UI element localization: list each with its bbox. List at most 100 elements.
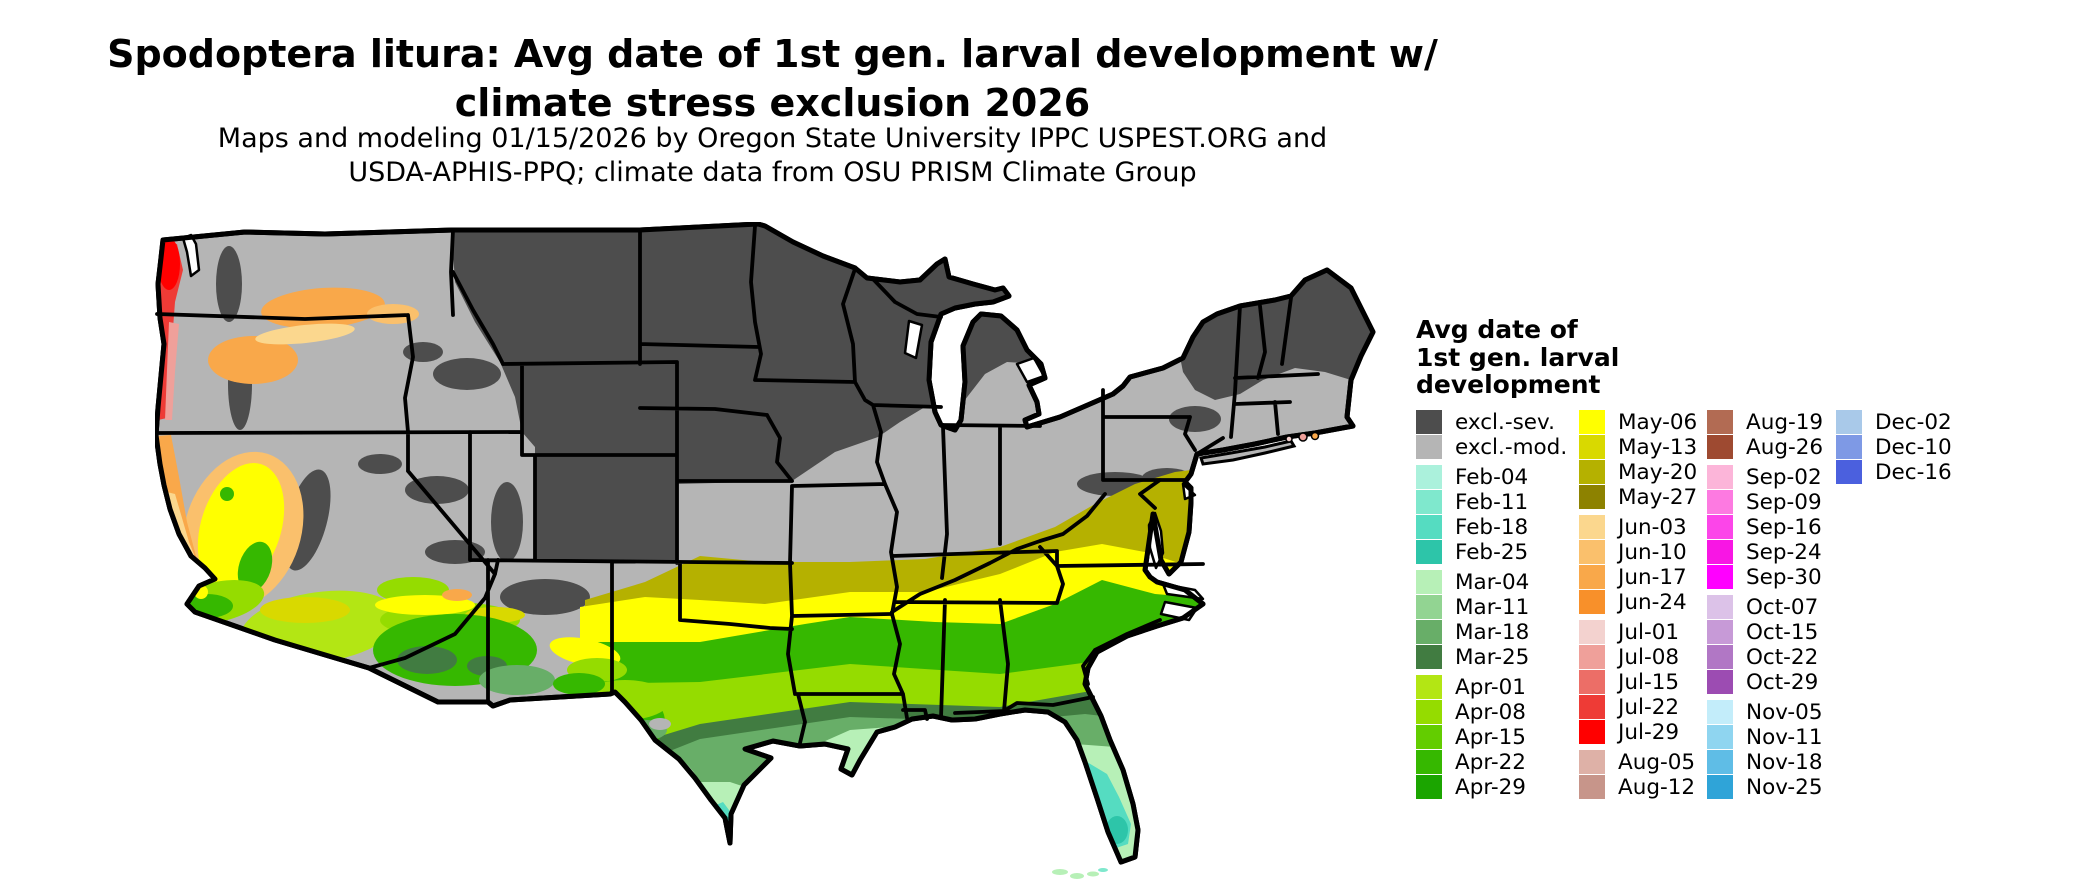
legend-label: Jul-01 xyxy=(1618,619,1680,645)
legend-swatch xyxy=(1416,620,1442,644)
legend-swatch xyxy=(1416,435,1442,459)
legend-label: Jun-10 xyxy=(1618,539,1687,565)
legend-item: Oct-29 xyxy=(1707,670,1823,695)
legend-swatch xyxy=(1579,540,1605,564)
patch-east-oregon-orange xyxy=(208,336,298,384)
legend-swatch xyxy=(1579,720,1605,744)
legend-swatch xyxy=(1416,675,1442,699)
legend-swatch xyxy=(1416,540,1442,564)
legend-item: Jun-24 xyxy=(1579,590,1697,615)
legend-swatch xyxy=(1707,565,1733,589)
legend-label: Apr-08 xyxy=(1455,699,1526,725)
legend-swatch xyxy=(1707,700,1733,724)
legend-swatch xyxy=(1707,775,1733,799)
legend-item: Nov-11 xyxy=(1707,725,1823,750)
patch-nevada-2 xyxy=(358,454,402,474)
legend-item: Feb-18 xyxy=(1416,515,1567,540)
patch-idaho-1 xyxy=(433,358,501,390)
legend-item: Mar-18 xyxy=(1416,620,1567,645)
legend-item: Jun-17 xyxy=(1579,565,1697,590)
patch-new-mexico-green xyxy=(553,673,605,695)
legend-label: Jul-08 xyxy=(1618,644,1680,670)
patch-utah-east xyxy=(491,482,523,562)
legend-swatch xyxy=(1416,490,1442,514)
legend-item: Mar-04 xyxy=(1416,570,1567,595)
florida-keys-1 xyxy=(1052,869,1068,875)
legend-item: Mar-25 xyxy=(1416,645,1567,670)
legend-swatch xyxy=(1579,775,1605,799)
legend-label: Nov-05 xyxy=(1746,699,1823,725)
legend-swatch xyxy=(1579,670,1605,694)
patch-nevada-1 xyxy=(405,476,469,504)
legend-label: Sep-09 xyxy=(1746,489,1822,515)
florida-keys-2 xyxy=(1070,873,1084,879)
legend-item: Sep-02 xyxy=(1707,465,1823,490)
legend-label: excl.-mod. xyxy=(1455,434,1568,460)
legend-swatch xyxy=(1416,465,1442,489)
legend-label: Jun-17 xyxy=(1618,564,1687,590)
legend-label: Feb-04 xyxy=(1455,464,1529,490)
patch-central-valley-green-dot xyxy=(220,487,234,501)
strip-oregon-pink xyxy=(165,322,179,420)
legend-label: Apr-15 xyxy=(1455,724,1526,750)
legend-item: Jul-15 xyxy=(1579,670,1697,695)
legend-item: Sep-24 xyxy=(1707,540,1823,565)
legend-swatch xyxy=(1579,515,1605,539)
patch-catskills xyxy=(1169,406,1221,432)
legend-swatch xyxy=(1836,460,1862,484)
patch-davis-mountains-gray xyxy=(649,718,671,730)
legend-label: Sep-30 xyxy=(1746,564,1822,590)
legend-swatch xyxy=(1707,435,1733,459)
us-map-svg xyxy=(153,222,1410,879)
legend-label: Apr-29 xyxy=(1455,774,1526,800)
legend-swatch xyxy=(1707,490,1733,514)
patch-columbia-salmon xyxy=(255,323,355,345)
patch-new-mexico-north xyxy=(500,579,590,615)
legend-label: Mar-11 xyxy=(1455,594,1530,620)
legend-item: Feb-25 xyxy=(1416,540,1567,565)
legend-label: Aug-05 xyxy=(1618,749,1696,775)
florida-keys-4 xyxy=(1098,868,1108,872)
legend-item: Oct-15 xyxy=(1707,620,1823,645)
legend-swatch xyxy=(1416,725,1442,749)
strip-central-coast-salmon xyxy=(167,492,201,574)
legend-item: Feb-04 xyxy=(1416,465,1567,490)
legend-swatch xyxy=(1579,485,1605,509)
legend-item: May-06 xyxy=(1579,410,1697,435)
legend-item: Apr-01 xyxy=(1416,675,1567,700)
legend-item: Dec-16 xyxy=(1836,460,1952,485)
legend-swatch xyxy=(1707,595,1733,619)
legend-swatch xyxy=(1416,700,1442,724)
legend-swatch xyxy=(1579,460,1605,484)
legend-label: Sep-24 xyxy=(1746,539,1822,565)
legend-item: excl.-sev. xyxy=(1416,410,1567,435)
legend-label: May-06 xyxy=(1618,409,1698,435)
legend-item: Sep-09 xyxy=(1707,490,1823,515)
legend-item: Jun-03 xyxy=(1579,515,1697,540)
legend-label: Jul-15 xyxy=(1618,669,1680,695)
legend-label: Mar-25 xyxy=(1455,644,1530,670)
legend-swatch xyxy=(1416,775,1442,799)
legend-swatch xyxy=(1579,750,1605,774)
legend-label: Jun-24 xyxy=(1618,589,1687,615)
legend-swatch xyxy=(1707,540,1733,564)
legend-label: Dec-16 xyxy=(1875,459,1952,485)
legend-swatch xyxy=(1707,725,1733,749)
legend-item: Jul-22 xyxy=(1579,695,1697,720)
legend-swatch xyxy=(1579,645,1605,669)
legend-item: Jul-01 xyxy=(1579,620,1697,645)
legend-swatch xyxy=(1707,515,1733,539)
legend-item: Jul-29 xyxy=(1579,720,1697,745)
legend-label: Oct-07 xyxy=(1746,594,1819,620)
legend-label: Oct-29 xyxy=(1746,669,1819,695)
legend-title-line2: 1st gen. larval xyxy=(1416,342,1620,372)
legend-label: Jul-22 xyxy=(1618,694,1680,720)
legend-swatch xyxy=(1416,515,1442,539)
legend-title-line3: development xyxy=(1416,370,1601,399)
legend-label: Feb-18 xyxy=(1455,514,1529,540)
legend-item: May-27 xyxy=(1579,485,1697,510)
legend-label: Mar-04 xyxy=(1455,569,1530,595)
legend-item: Sep-16 xyxy=(1707,515,1823,540)
patch-mojave-yellow xyxy=(260,597,350,623)
legend-swatch xyxy=(1836,435,1862,459)
